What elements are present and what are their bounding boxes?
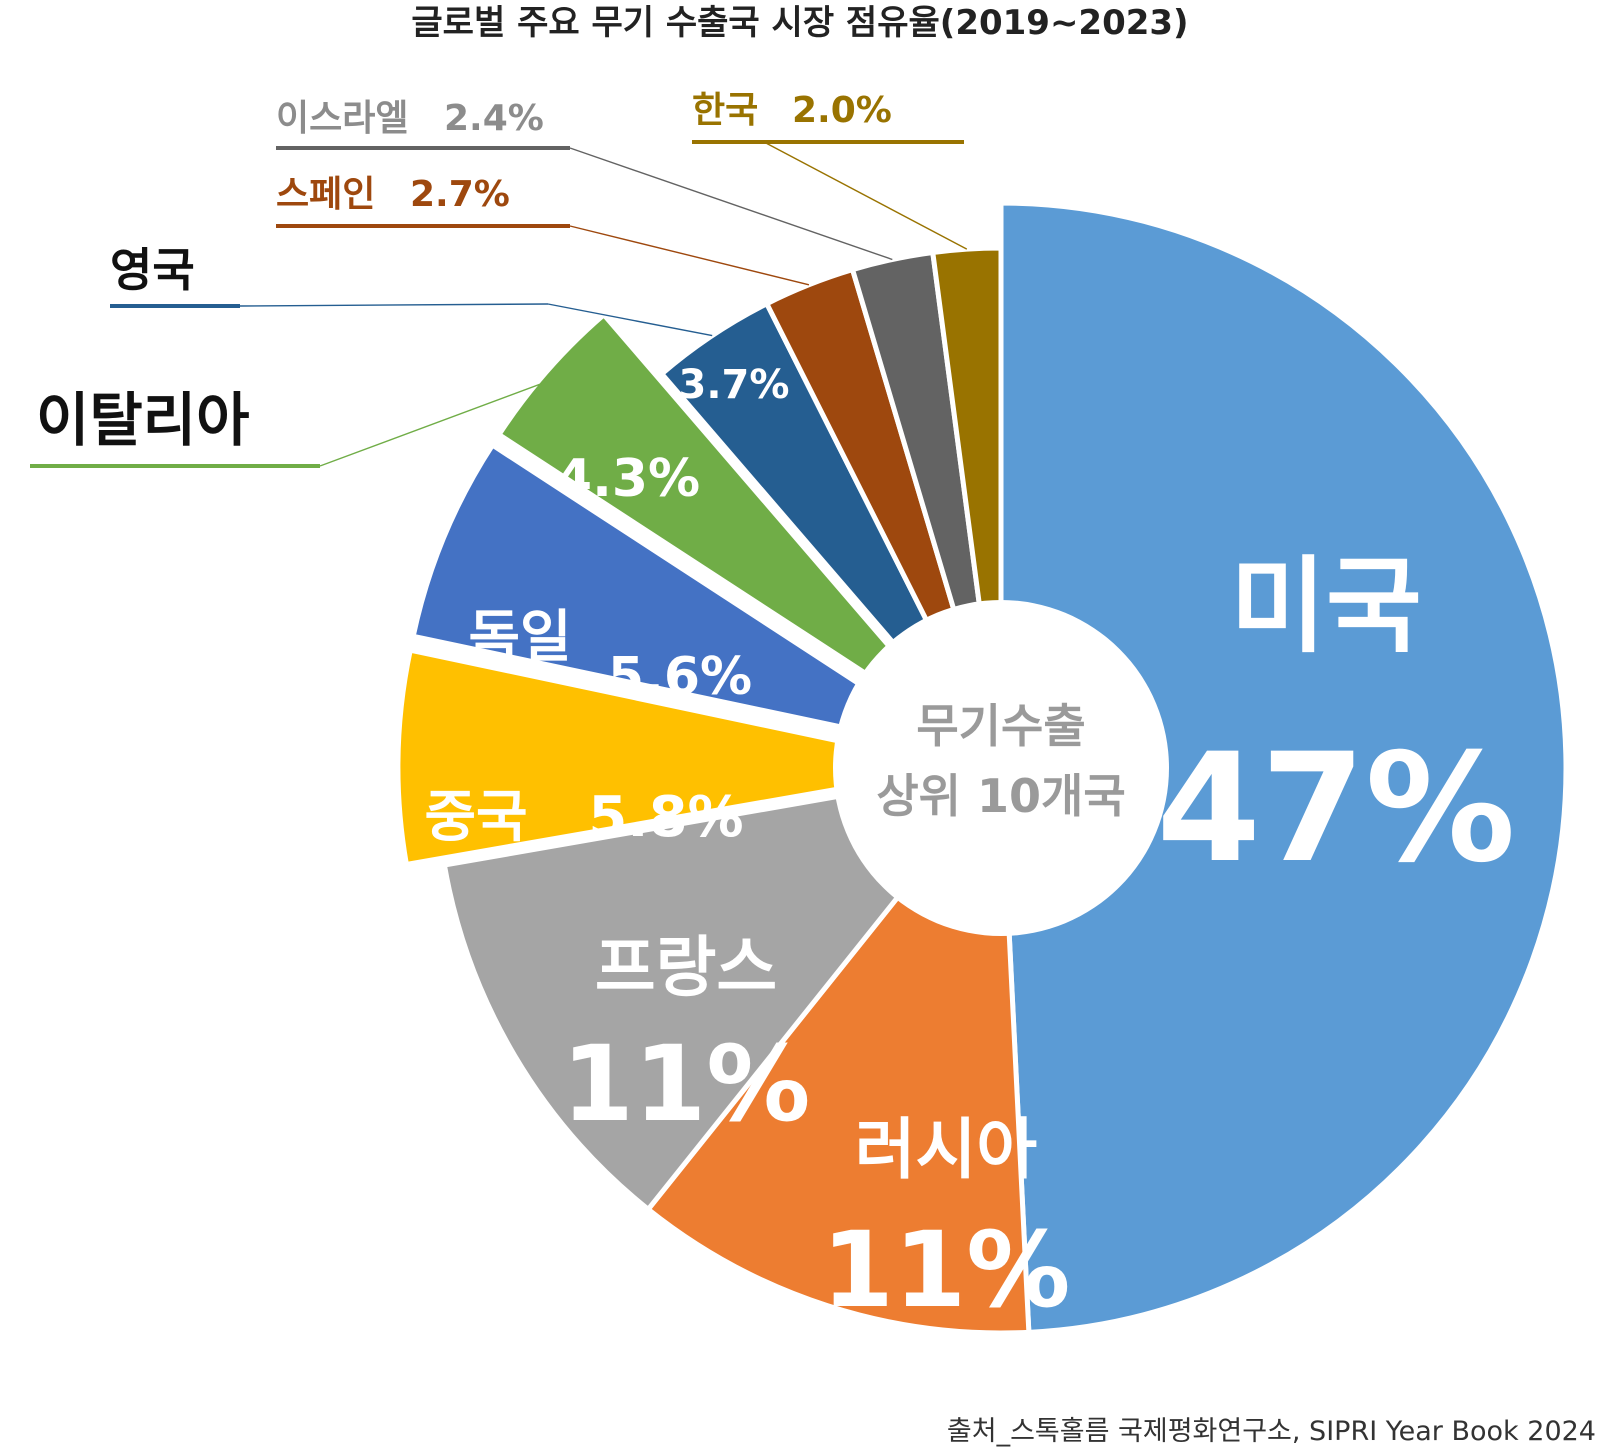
slice-label-name: 러시아 — [855, 1111, 1037, 1188]
leader-line — [239, 303, 549, 307]
chart-title: 글로벌 주요 무기 수출국 시장 점유율(2019~2023) — [411, 3, 1188, 43]
slice-label-value: 4.3% — [556, 449, 700, 509]
slice-label-value: 5.8% — [588, 785, 743, 850]
center-label-line-1: 무기수출 — [916, 699, 1085, 753]
leader-line — [547, 303, 713, 337]
slice-label-name: 미국 — [1230, 545, 1421, 667]
callout-name: 이스라엘 — [276, 98, 408, 139]
source-note: 출처_스톡홀름 국제평화연구소, SIPRI Year Book 2024 — [947, 1416, 1596, 1447]
slice-label-value: 47% — [1156, 722, 1515, 896]
callout-name: 영국 — [110, 243, 195, 297]
leader-line — [319, 377, 556, 467]
slice-label-value: 5.6% — [608, 647, 752, 707]
callout-value: 2.0% — [792, 90, 892, 131]
slice-labels: 미국 47% 러시아 11% 프랑스 11% 중국 5.8% 독일 5.6% 4.3% 3.7% 이탈리… — [36, 90, 1516, 1331]
callout-name: 한국 — [692, 90, 758, 131]
slices — [395, 200, 1569, 1336]
callout-value: 2.4% — [444, 98, 544, 139]
slice-label-value: 11% — [822, 1209, 1071, 1331]
callout-name: 이탈리아 — [36, 386, 249, 454]
slice-label-value: 11% — [562, 1023, 811, 1145]
leader-lines — [30, 140, 968, 468]
slice-4 — [395, 647, 966, 867]
slice-label-name: 프랑스 — [595, 929, 777, 1006]
center-label-line-2: 상위 10개국 — [876, 769, 1125, 823]
slice-1 — [998, 200, 1569, 1335]
leader-line — [763, 141, 968, 250]
callout-value: 2.7% — [410, 174, 510, 215]
slice-5 — [410, 442, 969, 756]
slice-label-value: 3.7% — [679, 362, 790, 408]
slice-label-name: 독일 — [468, 605, 571, 670]
slice-6 — [496, 312, 975, 746]
leader-line — [569, 225, 810, 286]
donut-hole — [833, 600, 1169, 936]
leader-line — [569, 147, 893, 261]
callout-name: 스페인 — [276, 174, 375, 215]
slice-label-name: 중국 — [424, 785, 527, 850]
slice-3 — [441, 765, 1004, 1212]
